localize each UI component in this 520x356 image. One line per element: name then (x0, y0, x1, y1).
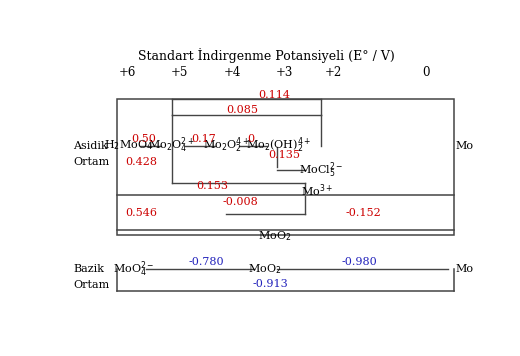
Text: Mo$_2$O$_2^{4+}$: Mo$_2$O$_2^{4+}$ (203, 136, 250, 155)
Text: MoO$_2$: MoO$_2$ (258, 230, 291, 244)
Text: MoCl$_5^{2-}$: MoCl$_5^{2-}$ (298, 161, 343, 180)
Text: +4: +4 (224, 66, 241, 79)
Text: MoO$_4^{2-}$: MoO$_4^{2-}$ (113, 259, 154, 279)
Text: 0: 0 (422, 66, 430, 79)
Text: Bazik: Bazik (73, 264, 104, 274)
Text: +2: +2 (324, 66, 342, 79)
Text: 0: 0 (247, 134, 254, 144)
Text: H$_2$MoO$_4$: H$_2$MoO$_4$ (104, 138, 153, 152)
Text: 0.153: 0.153 (196, 181, 228, 191)
Text: -0.008: -0.008 (223, 197, 258, 207)
Text: +5: +5 (171, 66, 189, 79)
Text: 0.085: 0.085 (226, 105, 258, 115)
Text: Mo$_2$(OH)$_2^{4+}$: Mo$_2$(OH)$_2^{4+}$ (246, 136, 311, 155)
Text: Mo$^{3+}$: Mo$^{3+}$ (301, 182, 333, 199)
Text: +3: +3 (276, 66, 293, 79)
Text: MoO$_2$: MoO$_2$ (248, 262, 281, 276)
Text: -0.152: -0.152 (345, 208, 381, 218)
Text: Ortam: Ortam (73, 280, 109, 290)
Text: Mo$_2$O$_4^{2+}$: Mo$_2$O$_4^{2+}$ (148, 136, 195, 155)
Text: Standart İndirgenme Potansiyeli (E° / V): Standart İndirgenme Potansiyeli (E° / V) (138, 48, 395, 63)
Text: 0.17: 0.17 (191, 134, 216, 144)
Text: -0.780: -0.780 (188, 257, 224, 267)
Text: 0.135: 0.135 (269, 150, 301, 160)
Text: -0.913: -0.913 (253, 279, 289, 289)
Text: -0.980: -0.980 (341, 257, 377, 267)
Text: 0.50: 0.50 (131, 134, 156, 144)
Bar (118, 99, 454, 235)
Text: Ortam: Ortam (73, 157, 109, 167)
Text: +6: +6 (119, 66, 136, 79)
Text: Mo: Mo (456, 264, 474, 274)
Text: 0.428: 0.428 (125, 157, 158, 167)
Text: 0.114: 0.114 (258, 90, 291, 100)
Text: Mo: Mo (456, 141, 474, 151)
Text: Asidik: Asidik (73, 141, 108, 151)
Text: 0.546: 0.546 (125, 208, 158, 218)
